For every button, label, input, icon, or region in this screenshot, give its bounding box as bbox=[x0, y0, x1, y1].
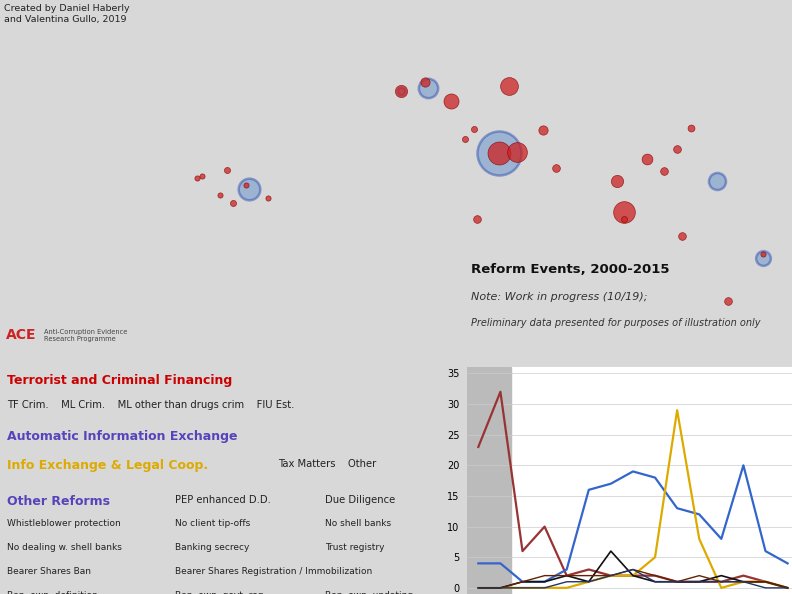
Point bbox=[418, 78, 431, 87]
Point bbox=[722, 296, 734, 306]
Text: Trust registry: Trust registry bbox=[325, 543, 384, 552]
Text: PEP enhanced D.D.: PEP enhanced D.D. bbox=[175, 495, 271, 505]
Text: Info Exchange & Legal Coop.: Info Exchange & Legal Coop. bbox=[7, 459, 208, 472]
Point bbox=[657, 167, 670, 176]
Point bbox=[493, 148, 505, 157]
Point bbox=[684, 123, 697, 132]
Text: Automatic Information Exchange: Automatic Information Exchange bbox=[7, 429, 238, 443]
Point bbox=[191, 173, 204, 183]
Point bbox=[394, 87, 407, 96]
Point bbox=[240, 180, 253, 189]
Text: Created by Daniel Haberly
and Valentina Gullo, 2019: Created by Daniel Haberly and Valentina … bbox=[4, 4, 130, 24]
Text: Ben. own. govt. reg,: Ben. own. govt. reg, bbox=[175, 590, 266, 594]
Point bbox=[757, 254, 770, 263]
Text: Bearer Shares Registration / Immobilization: Bearer Shares Registration / Immobilizat… bbox=[175, 567, 372, 576]
Point bbox=[618, 207, 630, 217]
Point bbox=[196, 171, 209, 181]
Text: No shell banks: No shell banks bbox=[325, 519, 391, 528]
Text: No client tip-offs: No client tip-offs bbox=[175, 519, 250, 528]
Text: Reform Events, 2000-2015: Reform Events, 2000-2015 bbox=[471, 263, 670, 276]
Text: TF Crim.    ML Crim.    ML other than drugs crim    FIU Est.: TF Crim. ML Crim. ML other than drugs cr… bbox=[7, 400, 295, 410]
Point bbox=[611, 176, 623, 185]
Point bbox=[459, 134, 471, 144]
Text: Preliminary data presented for purposes of illustration only: Preliminary data presented for purposes … bbox=[471, 318, 761, 328]
Text: Note: Work in progress (10/19);: Note: Work in progress (10/19); bbox=[471, 292, 648, 302]
Text: No dealing w. shell banks: No dealing w. shell banks bbox=[7, 543, 122, 552]
Text: Due Diligence: Due Diligence bbox=[325, 495, 395, 505]
Text: ACE: ACE bbox=[6, 327, 37, 342]
Text: Anti-Corruption Evidence
Research Programme: Anti-Corruption Evidence Research Progra… bbox=[44, 329, 127, 342]
Point bbox=[444, 97, 457, 106]
Text: Bearer Shares Ban: Bearer Shares Ban bbox=[7, 567, 91, 576]
Text: Tax Matters    Other: Tax Matters Other bbox=[278, 459, 376, 469]
Point bbox=[227, 198, 239, 208]
Point bbox=[503, 81, 516, 90]
Point bbox=[470, 214, 483, 223]
Point bbox=[641, 154, 653, 163]
Text: Banking secrecy: Banking secrecy bbox=[175, 543, 249, 552]
Point bbox=[468, 125, 481, 134]
Point bbox=[511, 147, 524, 157]
Point bbox=[262, 193, 275, 203]
Point bbox=[214, 190, 227, 200]
Point bbox=[549, 163, 562, 172]
Point bbox=[394, 87, 407, 96]
Point bbox=[757, 249, 770, 259]
Point bbox=[220, 165, 233, 175]
Point bbox=[421, 84, 434, 93]
Point bbox=[493, 148, 505, 157]
Point bbox=[242, 184, 255, 194]
Point bbox=[537, 126, 550, 135]
Text: Ben. own. definition: Ben. own. definition bbox=[7, 590, 97, 594]
Point bbox=[710, 176, 723, 186]
Point bbox=[618, 214, 630, 224]
Text: Ben. own. updating: Ben. own. updating bbox=[325, 590, 413, 594]
Text: Other Reforms: Other Reforms bbox=[7, 495, 110, 508]
Point bbox=[676, 231, 688, 241]
Text: Terrorist and Criminal Financing: Terrorist and Criminal Financing bbox=[7, 374, 232, 387]
Point bbox=[671, 144, 683, 154]
Bar bbox=[467, 367, 512, 594]
Text: Whistleblower protection: Whistleblower protection bbox=[7, 519, 120, 528]
